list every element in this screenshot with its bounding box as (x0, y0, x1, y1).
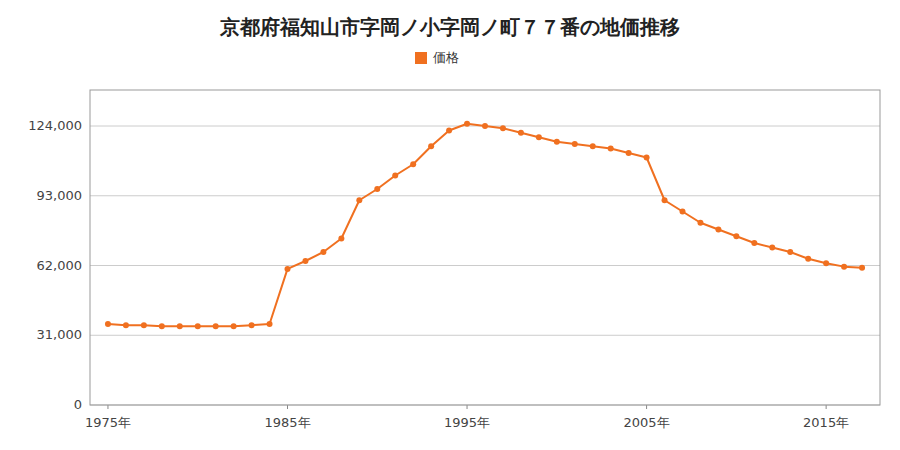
point (338, 236, 344, 242)
point (374, 186, 380, 192)
legend-label: 価格 (433, 50, 459, 65)
point (859, 265, 865, 271)
y-tick-label: 124,000 (28, 118, 82, 133)
point (302, 258, 308, 264)
point (213, 323, 219, 329)
point (644, 155, 650, 161)
point (626, 150, 632, 156)
point (805, 256, 811, 262)
y-tick-label: 0 (74, 397, 82, 412)
legend-swatch (415, 52, 427, 64)
point (823, 260, 829, 266)
point (231, 323, 237, 329)
point (554, 139, 560, 145)
point (572, 141, 578, 147)
point (482, 123, 488, 129)
point (410, 161, 416, 167)
point (518, 130, 524, 136)
point (715, 227, 721, 233)
grid (90, 126, 880, 405)
legend: 価格 (415, 50, 459, 65)
point (141, 322, 147, 328)
chart: 京都府福知山市字岡ノ小字岡ノ町７７番の地価推移 0 31,000 62,000 93,0… (0, 0, 900, 450)
plot-frame (90, 90, 880, 405)
x-tick (287, 405, 288, 409)
point (787, 249, 793, 255)
point (356, 197, 362, 203)
grid-line (90, 195, 880, 196)
point (680, 209, 686, 215)
point (123, 322, 129, 328)
point (446, 128, 452, 134)
point (177, 323, 183, 329)
x-tick (826, 405, 827, 409)
y-tick-label: 31,000 (37, 327, 83, 342)
x-tick-label: 1995年 (444, 415, 490, 430)
point (464, 121, 470, 127)
point (662, 197, 668, 203)
point (392, 173, 398, 179)
point (249, 322, 255, 328)
point (697, 220, 703, 226)
x-tick (107, 405, 108, 409)
grid-line (90, 335, 880, 336)
x-tick (646, 405, 647, 409)
point (769, 245, 775, 251)
point (608, 146, 614, 152)
point (267, 321, 273, 327)
point (751, 240, 757, 246)
x-tick-label: 1975年 (85, 415, 131, 430)
point (159, 323, 165, 329)
y-tick-label: 93,000 (37, 188, 83, 203)
x-tick-label: 2015年 (803, 415, 849, 430)
point (428, 143, 434, 149)
x-tick-label: 2005年 (624, 415, 670, 430)
x-tick-label: 1985年 (264, 415, 310, 430)
point (500, 125, 506, 131)
point (841, 264, 847, 270)
line (108, 124, 862, 327)
x-tick (467, 405, 468, 409)
point (536, 134, 542, 140)
point (105, 321, 111, 327)
y-tick-label: 62,000 (37, 258, 83, 273)
title: 京都府福知山市字岡ノ小字岡ノ町７７番の地価推移 (219, 15, 680, 39)
point (195, 323, 201, 329)
grid-line (90, 265, 880, 266)
point (320, 249, 326, 255)
point (733, 233, 739, 239)
plot-area (105, 121, 865, 330)
point (590, 143, 596, 149)
point (285, 266, 291, 272)
